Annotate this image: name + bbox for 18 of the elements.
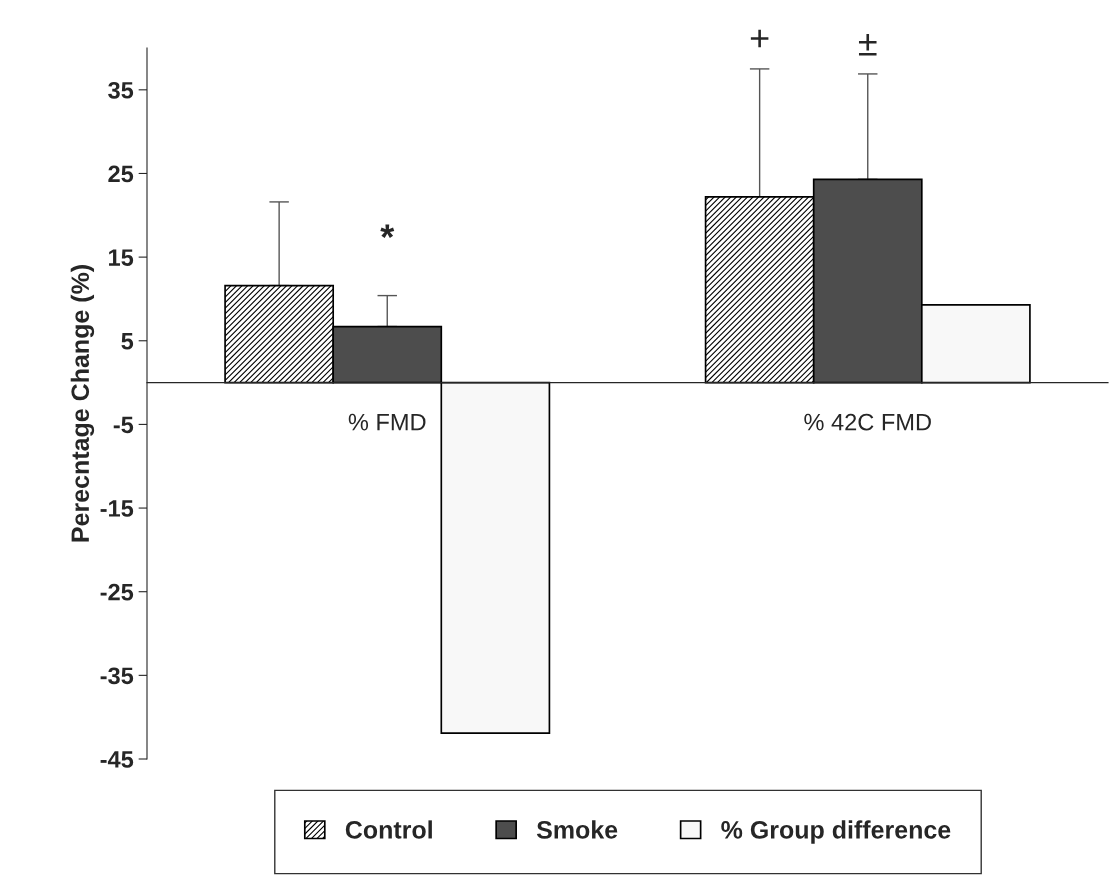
x-tick-label: % FMD [348,413,426,431]
legend-label: % Group difference [721,820,951,844]
y-tick-label: 35 [108,81,134,99]
y-tick-label: -5 [113,416,134,434]
legend-label: Control [345,820,432,839]
annotation: * [380,224,395,238]
y-tick-label: -15 [100,500,134,517]
y-tick-label: -25 [100,583,134,601]
legend-label: Smoke [536,820,618,839]
x-tick-label: % 42C FMD [804,413,931,431]
text: + [750,29,769,48]
y-tick-label: 15 [109,249,134,266]
y-tick-label: 5 [121,333,134,350]
y-tick-label: 25 [108,165,134,183]
annotation: ± [858,34,877,56]
y-tick-label: -45 [100,751,134,768]
y-tick-label: -35 [100,667,134,685]
y-axis-title: Perecntage Change (%) [70,265,95,542]
